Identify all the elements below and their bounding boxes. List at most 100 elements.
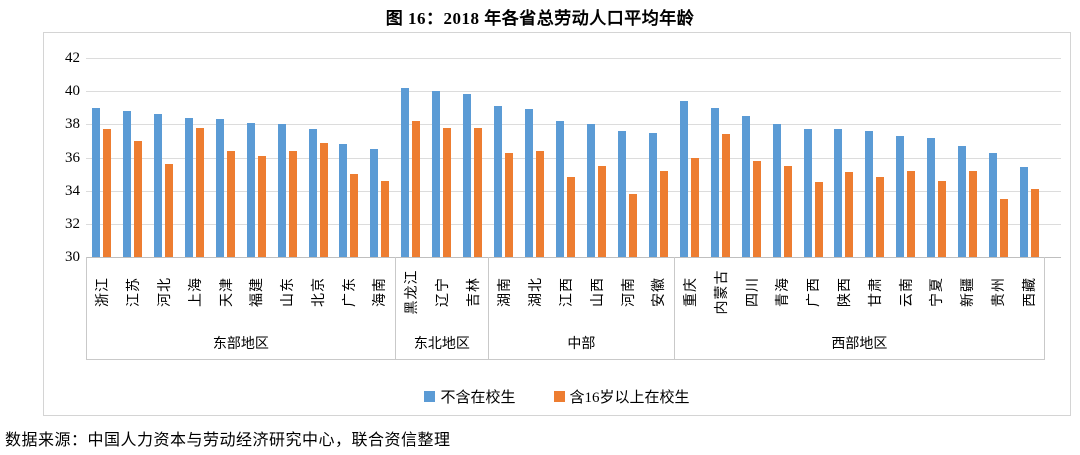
source-note: 数据来源：中国人力资本与劳动经济研究中心，联合资信整理 [5, 432, 451, 449]
bar-excl-students [927, 137, 936, 257]
bar-excl-students [834, 129, 843, 257]
province-label: 广西 [807, 277, 823, 307]
bar-incl-students [783, 165, 792, 257]
bar-excl-students [184, 117, 193, 257]
bar-excl-students [586, 124, 595, 257]
bar-excl-students [277, 124, 286, 257]
bar-incl-students [288, 150, 297, 257]
province-label: 新疆 [961, 277, 977, 307]
x-label-group: 浙江 江苏 河北 上海 天津 福建 山东 北京 广东 海南 [86, 257, 395, 327]
y-tick-label: 36 [65, 149, 80, 166]
y-tick-label: 30 [65, 249, 80, 265]
bar-excl-students [432, 91, 441, 257]
x-tick-label: 辽宁 [427, 257, 458, 327]
chart-area: 浙江 江苏 河北 上海 天津 福建 山东 北京 广东 海南 黑龙江 辽宁 吉林 湖南 湖北 江西 山西 河南 安徽重… [43, 32, 1071, 416]
bar-incl-students [536, 150, 545, 257]
province-label: 四川 [745, 277, 761, 307]
province-label: 江西 [560, 277, 576, 307]
x-tick-label: 青海 [767, 257, 798, 327]
bar-pair [86, 58, 117, 257]
x-tick-label: 内蒙古 [705, 257, 736, 327]
x-tick-label: 甘肃 [859, 257, 890, 327]
bar-pair [426, 58, 457, 257]
bar-incl-students [567, 177, 576, 257]
bar-excl-students [741, 116, 750, 257]
bar-incl-students [195, 127, 204, 257]
bar-excl-students [91, 107, 100, 257]
y-tick-label: 38 [65, 116, 80, 133]
bar-pair [210, 58, 241, 257]
province-label: 重庆 [684, 277, 700, 307]
x-tick-label: 河北 [149, 257, 180, 327]
bar-incl-students [814, 182, 823, 257]
bar-pair [457, 58, 488, 257]
x-tick-label: 重庆 [675, 257, 706, 327]
bar-pair [798, 58, 829, 257]
bar-pair [952, 58, 983, 257]
province-label: 江苏 [127, 277, 143, 307]
bar-incl-students [1031, 189, 1040, 257]
bar-incl-students [381, 180, 390, 257]
x-label-group: 重庆 内蒙古 四川 青海 广西 陕西 甘肃 云南 宁夏 新疆 贵州 西藏 [673, 257, 1045, 327]
bar-incl-students [319, 142, 328, 257]
bar-pair [581, 58, 612, 257]
bar-group [674, 58, 1045, 257]
bar-pair [395, 58, 426, 257]
bar-incl-students [226, 150, 235, 257]
bar-incl-students [907, 170, 916, 257]
y-tick-label: 42 [65, 50, 80, 66]
x-tick-label: 浙江 [87, 257, 118, 327]
bar-excl-students [494, 106, 503, 257]
bar-pair [334, 58, 365, 257]
region-label: 中部 [488, 327, 674, 359]
x-tick-label: 江西 [551, 257, 582, 327]
bar-incl-students [690, 157, 699, 257]
bar-excl-students [370, 149, 379, 257]
bar-excl-students [772, 124, 781, 257]
y-tick-label: 40 [65, 83, 80, 100]
province-label: 海南 [373, 277, 389, 307]
bar-incl-students [876, 177, 885, 257]
bar-pair [488, 58, 519, 257]
region-labels: 东部地区 东北地区 中部 西部地区 [86, 327, 1045, 360]
bar-pair [519, 58, 550, 257]
bar-pair [364, 58, 395, 257]
bar-pair [179, 58, 210, 257]
province-label: 陕西 [838, 277, 853, 307]
bar-incl-students [474, 127, 483, 257]
bar-excl-students [865, 130, 874, 257]
bar-excl-students [556, 121, 565, 257]
bar-pair [643, 58, 674, 257]
x-label-group: 黑龙江 辽宁 吉林 [394, 257, 488, 327]
legend-label: 含16岁以上在校生 [569, 389, 690, 406]
province-label: 安徽 [652, 277, 668, 307]
y-tick-label: 32 [65, 215, 80, 232]
bar-incl-students [938, 180, 947, 257]
bar-incl-students [659, 170, 668, 257]
bar-incl-students [257, 155, 266, 257]
bar-incl-students [350, 174, 359, 257]
bar-incl-students [133, 140, 142, 257]
province-label: 青海 [776, 277, 792, 307]
legend-swatch-icon [553, 390, 565, 402]
bar-pair [1014, 58, 1045, 257]
bar-incl-students [1000, 198, 1009, 257]
x-tick-label: 贵州 [983, 257, 1014, 327]
bar-excl-students [679, 101, 688, 257]
bar-pair [148, 58, 179, 257]
x-tick-label: 陕西 [829, 257, 860, 327]
bar-incl-students [102, 129, 111, 257]
bar-excl-students [803, 129, 812, 257]
bar-excl-students [525, 109, 534, 257]
x-tick-label: 宁夏 [921, 257, 952, 327]
bar-incl-students [752, 160, 761, 257]
bar-excl-students [308, 129, 317, 257]
bar-pair [983, 58, 1014, 257]
bar-incl-students [164, 164, 173, 257]
x-tick-label: 新疆 [952, 257, 983, 327]
x-tick-label: 安徽 [643, 257, 674, 327]
province-label: 内蒙古 [714, 269, 730, 315]
region-label: 东部地区 [86, 327, 395, 359]
bar-excl-students [246, 122, 255, 257]
bar-pair [828, 58, 859, 257]
